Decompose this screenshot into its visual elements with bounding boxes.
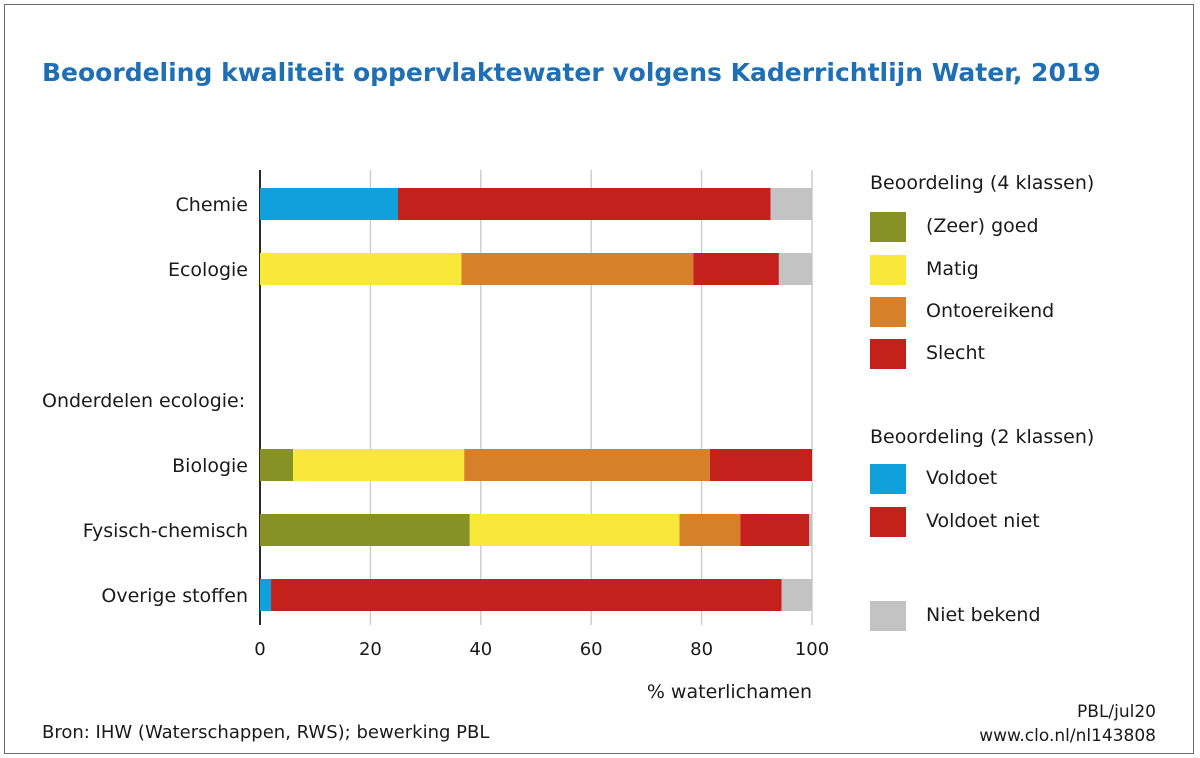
bar-overige-stoffen-voldoet — [260, 579, 272, 611]
source-note: Bron: IHW (Waterschappen, RWS); bewerkin… — [42, 722, 490, 743]
legend-label: Ontoereikend — [926, 300, 1055, 322]
bar-chemie-voldoet-niet — [398, 188, 771, 220]
bar-fysisch-chemisch-matig — [469, 514, 680, 546]
category-label-chemie: Chemie — [176, 194, 248, 216]
x-tick-label: 60 — [580, 639, 603, 660]
x-tick-label: 20 — [359, 639, 382, 660]
x-tick-label: 40 — [469, 639, 492, 660]
bar-overige-stoffen-voldoet-niet — [271, 579, 782, 611]
group-label: Onderdelen ecologie: — [42, 390, 245, 412]
bar-biologie-zeer-goed — [260, 449, 294, 481]
bar-chemie-niet-bekend — [770, 188, 812, 220]
legend-swatch — [870, 464, 906, 494]
chart-frame — [4, 4, 1194, 754]
category-label-fysisch-chemisch: Fysisch-chemisch — [83, 520, 248, 542]
bar-biologie-slecht — [709, 449, 812, 481]
bar-ecologie-slecht — [693, 253, 779, 285]
legend-label: Voldoet — [926, 467, 998, 489]
legend-label: Slecht — [926, 342, 985, 364]
credit-block: PBL/jul20 www.clo.nl/nl143808 — [979, 700, 1156, 748]
category-label-ecologie: Ecologie — [168, 259, 248, 281]
legend-label: (Zeer) goed — [926, 215, 1039, 237]
legend-label: Niet bekend — [926, 604, 1041, 626]
x-tick-label: 80 — [690, 639, 713, 660]
legend-label: Matig — [926, 258, 979, 280]
legend-label: Voldoet niet — [926, 510, 1040, 532]
chart-title: Beoordeling kwaliteit oppervlaktewater v… — [42, 58, 1101, 87]
x-tick-label: 100 — [795, 639, 829, 660]
bar-biologie-matig — [293, 449, 465, 481]
legend-heading-2-classes: Beoordeling (2 klassen) — [870, 426, 1095, 448]
legend-swatch — [870, 212, 906, 242]
bars — [260, 188, 812, 611]
credit-text: PBL/jul20 — [1077, 702, 1156, 722]
bar-overige-stoffen-niet-bekend — [781, 579, 812, 611]
bar-chemie-voldoet — [260, 188, 398, 220]
category-label-overige-stoffen: Overige stoffen — [101, 585, 248, 607]
bar-fysisch-chemisch-ontoereikend — [679, 514, 741, 546]
legend-swatch — [870, 255, 906, 285]
bar-ecologie-matig — [260, 253, 462, 285]
category-label-biologie: Biologie — [172, 455, 248, 477]
x-axis-label: % waterlichamen — [647, 681, 812, 703]
legend-swatch — [870, 339, 906, 369]
legend-heading-4-classes: Beoordeling (4 klassen) — [870, 172, 1095, 194]
gridlines — [259, 170, 813, 625]
bar-fysisch-chemisch-zeer-goed — [260, 514, 470, 546]
bar-biologie-ontoereikend — [464, 449, 710, 481]
bar-ecologie-ontoereikend — [461, 253, 694, 285]
source-url: www.clo.nl/nl143808 — [979, 726, 1156, 746]
bar-ecologie-niet-bekend — [778, 253, 812, 285]
legend-swatch — [870, 601, 906, 631]
legend-swatch — [870, 297, 906, 327]
legend-swatch — [870, 507, 906, 537]
x-axis-ticks: 0 20 40 60 80 100 — [254, 639, 829, 660]
bar-fysisch-chemisch-slecht — [740, 514, 810, 546]
category-labels: Chemie Ecologie Biologie Fysisch-chemisch Ov… — [83, 194, 248, 607]
bar-fysisch-chemisch-niet-bekend — [809, 514, 812, 546]
x-tick-label: 0 — [254, 639, 265, 660]
